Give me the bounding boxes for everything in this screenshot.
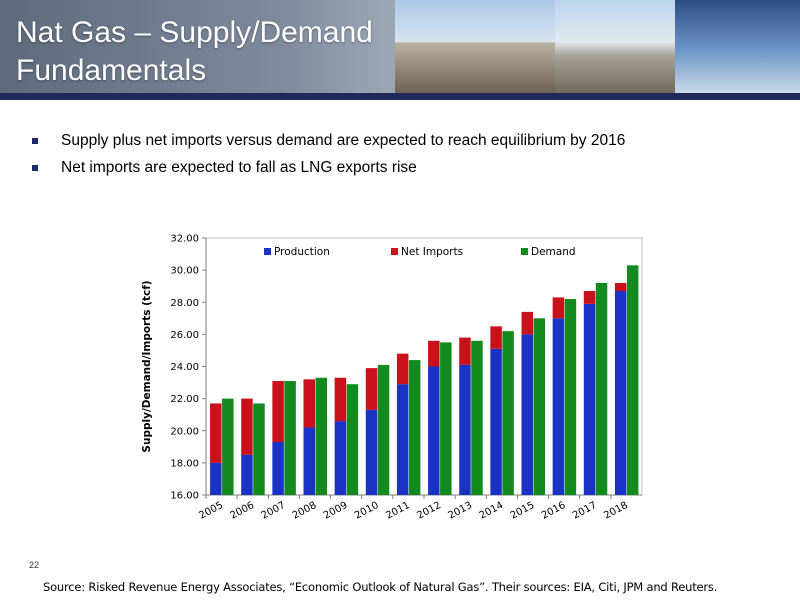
demand-bar bbox=[408, 360, 421, 495]
bullet-text: Supply plus net imports versus demand ar… bbox=[61, 132, 626, 149]
square-bullet-icon bbox=[32, 138, 38, 144]
net-imports-bar bbox=[428, 340, 440, 367]
net-imports-bar bbox=[396, 353, 409, 385]
demand-bar bbox=[471, 340, 483, 495]
x-tick-label: 2013 bbox=[446, 500, 474, 522]
net-imports-bar bbox=[241, 398, 253, 455]
x-tick-label: 2017 bbox=[571, 500, 599, 522]
legend-swatch bbox=[521, 248, 528, 255]
title-rule bbox=[0, 93, 800, 100]
demand-bar bbox=[626, 265, 639, 495]
production-bar bbox=[241, 454, 253, 495]
x-tick-label: 2008 bbox=[291, 500, 319, 522]
net-imports-bar bbox=[365, 368, 378, 410]
bullet-list: Supply plus net imports versus demand ar… bbox=[30, 127, 770, 181]
production-bar bbox=[614, 291, 627, 495]
demand-bar bbox=[502, 331, 514, 495]
net-imports-bar bbox=[334, 377, 347, 422]
demand-bar bbox=[315, 377, 327, 495]
demand-bar bbox=[440, 342, 452, 495]
bullet-text: Net imports are expected to fall as LNG … bbox=[61, 159, 417, 176]
demand-bar bbox=[533, 318, 545, 495]
net-imports-bar bbox=[521, 311, 533, 335]
bullet-item: Net imports are expected to fall as LNG … bbox=[30, 154, 770, 181]
production-bar bbox=[303, 427, 315, 495]
supply-demand-chart: 16.00 18.00 20.00 22.00 24.00 26.00 28.00 30.00… bbox=[141, 234, 643, 522]
legend-swatch bbox=[391, 248, 398, 255]
production-bar bbox=[490, 348, 502, 495]
production-bar bbox=[583, 303, 596, 495]
net-imports-bar bbox=[552, 297, 565, 319]
plot-area-border bbox=[205, 237, 643, 496]
production-bar bbox=[272, 441, 284, 495]
x-tick-label: 2005 bbox=[197, 500, 225, 522]
x-tick-label: 2006 bbox=[228, 500, 256, 522]
demand-bar bbox=[377, 364, 390, 495]
production-bar bbox=[210, 462, 222, 495]
y-tick-label: 26.00 bbox=[170, 330, 199, 341]
demand-bar bbox=[284, 380, 296, 495]
y-tick-label: 30.00 bbox=[170, 266, 199, 277]
production-bar bbox=[459, 364, 471, 495]
y-tick-label: 20.00 bbox=[170, 426, 199, 437]
production-bar bbox=[552, 318, 565, 495]
x-tick-label: 2009 bbox=[322, 500, 350, 522]
y-tick-label: 16.00 bbox=[170, 491, 199, 502]
legend-swatch bbox=[264, 248, 271, 255]
legend-label: Production bbox=[274, 246, 330, 258]
net-imports-bar bbox=[583, 291, 596, 304]
oil-worker-photo bbox=[395, 0, 555, 93]
net-imports-bar bbox=[490, 326, 502, 349]
x-tick-label: 2016 bbox=[540, 500, 568, 522]
net-imports-bar bbox=[210, 403, 222, 463]
production-bar bbox=[365, 409, 378, 495]
net-imports-bar bbox=[303, 379, 315, 428]
demand-bar bbox=[253, 403, 265, 495]
production-bar bbox=[521, 334, 533, 495]
y-tick-label: 18.00 bbox=[170, 458, 199, 469]
net-imports-bar bbox=[272, 380, 284, 442]
demand-bar bbox=[222, 398, 234, 495]
drilling-rig-photo bbox=[675, 0, 800, 93]
square-bullet-icon bbox=[32, 165, 38, 171]
net-imports-bar bbox=[459, 337, 471, 365]
slide-title: Nat Gas – Supply/Demand Fundamentals bbox=[16, 14, 406, 90]
y-axis-title: Supply/Demand/Imports (tcf) bbox=[141, 280, 153, 452]
x-tick-label: 2014 bbox=[478, 500, 506, 522]
demand-bar bbox=[564, 299, 577, 495]
x-tick-label: 2010 bbox=[353, 500, 381, 522]
x-tick-label: 2011 bbox=[384, 500, 412, 522]
title-banner: Nat Gas – Supply/Demand Fundamentals bbox=[0, 0, 800, 93]
production-bar bbox=[428, 366, 440, 495]
y-tick-label: 22.00 bbox=[170, 394, 199, 405]
bullet-item: Supply plus net imports versus demand ar… bbox=[30, 127, 770, 154]
x-tick-label: 2012 bbox=[415, 500, 443, 522]
y-tick-label: 28.00 bbox=[170, 298, 199, 309]
legend-label: Net Imports bbox=[401, 246, 463, 258]
demand-bar bbox=[595, 282, 608, 495]
x-tick-label: 2015 bbox=[509, 500, 537, 522]
refinery-photo bbox=[555, 0, 675, 93]
production-bar bbox=[334, 421, 347, 495]
x-tick-label: 2007 bbox=[260, 500, 288, 522]
x-tick-label: 2018 bbox=[602, 500, 630, 522]
source-note: Source: Risked Revenue Energy Associates… bbox=[43, 580, 718, 594]
y-tick-label: 32.00 bbox=[170, 234, 199, 245]
slide-title-line-2: Fundamentals bbox=[16, 54, 207, 87]
slide-title-line-1: Nat Gas – Supply/Demand bbox=[16, 16, 373, 49]
demand-bar bbox=[346, 384, 359, 495]
y-tick-label: 24.00 bbox=[170, 362, 199, 373]
legend-label: Demand bbox=[531, 246, 576, 258]
net-imports-bar bbox=[614, 282, 627, 292]
production-bar bbox=[396, 384, 409, 495]
page-number: 22 bbox=[29, 560, 40, 570]
